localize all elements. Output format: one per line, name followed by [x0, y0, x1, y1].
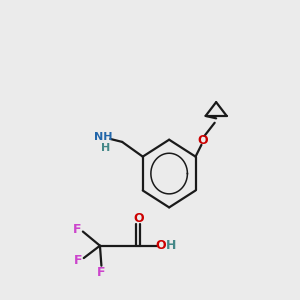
Text: H: H: [166, 239, 177, 252]
Text: F: F: [97, 266, 106, 279]
Text: O: O: [155, 239, 166, 252]
Text: NH: NH: [94, 133, 112, 142]
Text: O: O: [198, 134, 208, 147]
Text: H: H: [101, 143, 110, 153]
Text: O: O: [133, 212, 143, 224]
Text: F: F: [73, 223, 82, 236]
Text: F: F: [74, 254, 83, 267]
